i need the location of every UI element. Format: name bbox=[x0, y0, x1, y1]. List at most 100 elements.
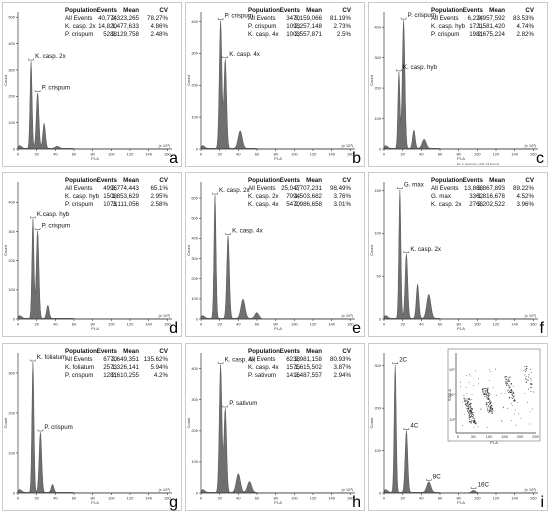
stats-cell: 1,326,141 bbox=[111, 364, 139, 371]
stats-header: Mean bbox=[306, 177, 322, 184]
x-axis-title: PI-A bbox=[274, 156, 282, 161]
inset-point bbox=[531, 384, 533, 386]
panel-header-note: tile 1: specimen_001: All Events bbox=[457, 162, 500, 166]
stats-cell: All Events bbox=[431, 185, 459, 192]
inset-point bbox=[466, 398, 468, 400]
peak-gate bbox=[34, 90, 41, 92]
chart-svg: 0 20 40 60 80 100 120 140 160 (x 10³) PI-A 0 100 200 3… bbox=[2, 343, 182, 511]
inset-point bbox=[530, 369, 531, 371]
inset-point bbox=[469, 416, 471, 418]
inset-point bbox=[525, 376, 527, 377]
inset-point bbox=[511, 398, 513, 399]
x-tick-label: 160 bbox=[530, 322, 537, 327]
inset-point bbox=[471, 420, 473, 422]
inset-point bbox=[489, 403, 491, 405]
peak-gate bbox=[392, 362, 398, 364]
x-tick-label: 20 bbox=[217, 496, 222, 501]
inset-point bbox=[483, 388, 485, 390]
inset-point bbox=[514, 398, 516, 400]
inset-point bbox=[473, 422, 474, 424]
inset-point bbox=[489, 406, 491, 407]
x-tick-label: 40 bbox=[53, 322, 58, 327]
x-tick-label: 60 bbox=[438, 496, 443, 501]
inset-point bbox=[490, 404, 492, 406]
y-tick-label: 400 bbox=[8, 41, 15, 46]
stats-cell: 83.53% bbox=[513, 15, 534, 22]
stats-header: Mean bbox=[306, 348, 322, 355]
inset-point bbox=[501, 392, 502, 394]
inset-point bbox=[474, 370, 476, 372]
inset-point bbox=[464, 399, 465, 401]
inset-point bbox=[511, 420, 513, 422]
x-tick-label: 100 bbox=[291, 322, 298, 327]
inset-point bbox=[528, 376, 530, 378]
inset-point bbox=[469, 406, 471, 408]
stats-cell: 78.27% bbox=[147, 15, 168, 22]
stats-cell: 5288 bbox=[103, 31, 117, 38]
x-tick-label: 60 bbox=[255, 496, 260, 501]
inset-point bbox=[520, 417, 522, 419]
inset-point bbox=[512, 405, 513, 407]
inset-point bbox=[485, 403, 487, 405]
stats-cell: K. casp. hyb bbox=[431, 23, 466, 30]
inset-point bbox=[467, 404, 469, 406]
stats-cell: 40,774 bbox=[98, 15, 117, 22]
peak-label: K. casp. 2x bbox=[410, 246, 442, 253]
y-tick-label: 100 bbox=[374, 231, 381, 236]
inset-point bbox=[464, 401, 466, 402]
y-tick-label: 300 bbox=[8, 67, 15, 72]
inset-point bbox=[487, 407, 488, 409]
inset-point bbox=[465, 404, 467, 406]
stats-cell: 3.76% bbox=[333, 193, 351, 200]
inset-point bbox=[465, 386, 467, 388]
x-tick-label: 20 bbox=[400, 496, 405, 501]
x-tick-label: 100 bbox=[108, 152, 115, 157]
chart-svg: 0 20 40 60 80 100 120 140 160 (x 10³) PI-A 0 100 200 3… bbox=[2, 2, 182, 167]
x-tick-label: 60 bbox=[72, 496, 77, 501]
panel-d: 0 20 40 60 80 100 120 140 160 (x 10³) PI-A 0 100 200 3… bbox=[2, 172, 182, 337]
inset-point bbox=[487, 394, 489, 396]
inset-x-tick-label: 0 bbox=[457, 434, 460, 439]
stats-cell: All Events bbox=[248, 356, 276, 363]
inset-point bbox=[525, 371, 527, 372]
inset-point bbox=[529, 386, 531, 388]
inset-point bbox=[471, 415, 473, 417]
inset-point bbox=[507, 376, 509, 378]
inset-point bbox=[525, 382, 527, 383]
stats-cell: All Events bbox=[65, 185, 93, 192]
y-tick-label: 300 bbox=[191, 51, 198, 56]
y-tick-label: 500 bbox=[8, 15, 15, 20]
panel-b: 0 20 40 60 80 100 120 140 160 (x 10³) PI-A 0 100 200 3… bbox=[185, 2, 365, 167]
inset-point bbox=[471, 413, 473, 415]
inset-point bbox=[495, 368, 496, 370]
inset-point bbox=[514, 409, 516, 411]
x-tick-label: 0 bbox=[383, 496, 386, 501]
peak-gate bbox=[225, 232, 231, 235]
stats-cell: 1575 bbox=[286, 364, 300, 371]
inset-point bbox=[509, 389, 511, 391]
peak-gate bbox=[217, 361, 224, 364]
panel-c: 0 20 40 60 80 100 120 140 160 (x 10³) PI-A 0 100 200 3… bbox=[368, 2, 548, 167]
y-tick-label: 300 bbox=[8, 370, 15, 375]
inset-point bbox=[518, 413, 519, 415]
stats-cell: 2,323,265 bbox=[111, 15, 139, 22]
x-tick-label: 140 bbox=[511, 496, 518, 501]
inset-point bbox=[482, 392, 484, 393]
x-tick-label: 100 bbox=[474, 496, 481, 501]
x-tick-label: 100 bbox=[474, 152, 481, 157]
panel-f: 0 20 40 60 80 100 120 140 160 (x 10³) PI-A 0 50 100 15… bbox=[368, 172, 548, 337]
x-tick-label: 80 bbox=[90, 152, 95, 157]
stats-header: Mean bbox=[489, 7, 505, 14]
inset-point bbox=[508, 381, 510, 383]
x-tick-label: 0 bbox=[383, 322, 386, 327]
y-axis-title: Count bbox=[3, 244, 8, 256]
peak-label: K. casp. 4x bbox=[232, 227, 264, 234]
stats-cell: 2.58% bbox=[150, 201, 168, 208]
y-tick-label: 0 bbox=[196, 316, 199, 321]
stats-cell: 14,820 bbox=[98, 23, 117, 30]
stats-cell: All Events bbox=[65, 15, 93, 22]
inset-x-tick-label: 50 bbox=[471, 434, 476, 439]
inset-point bbox=[504, 376, 506, 378]
stats-header: CV bbox=[159, 177, 168, 184]
inset-point bbox=[503, 406, 504, 408]
